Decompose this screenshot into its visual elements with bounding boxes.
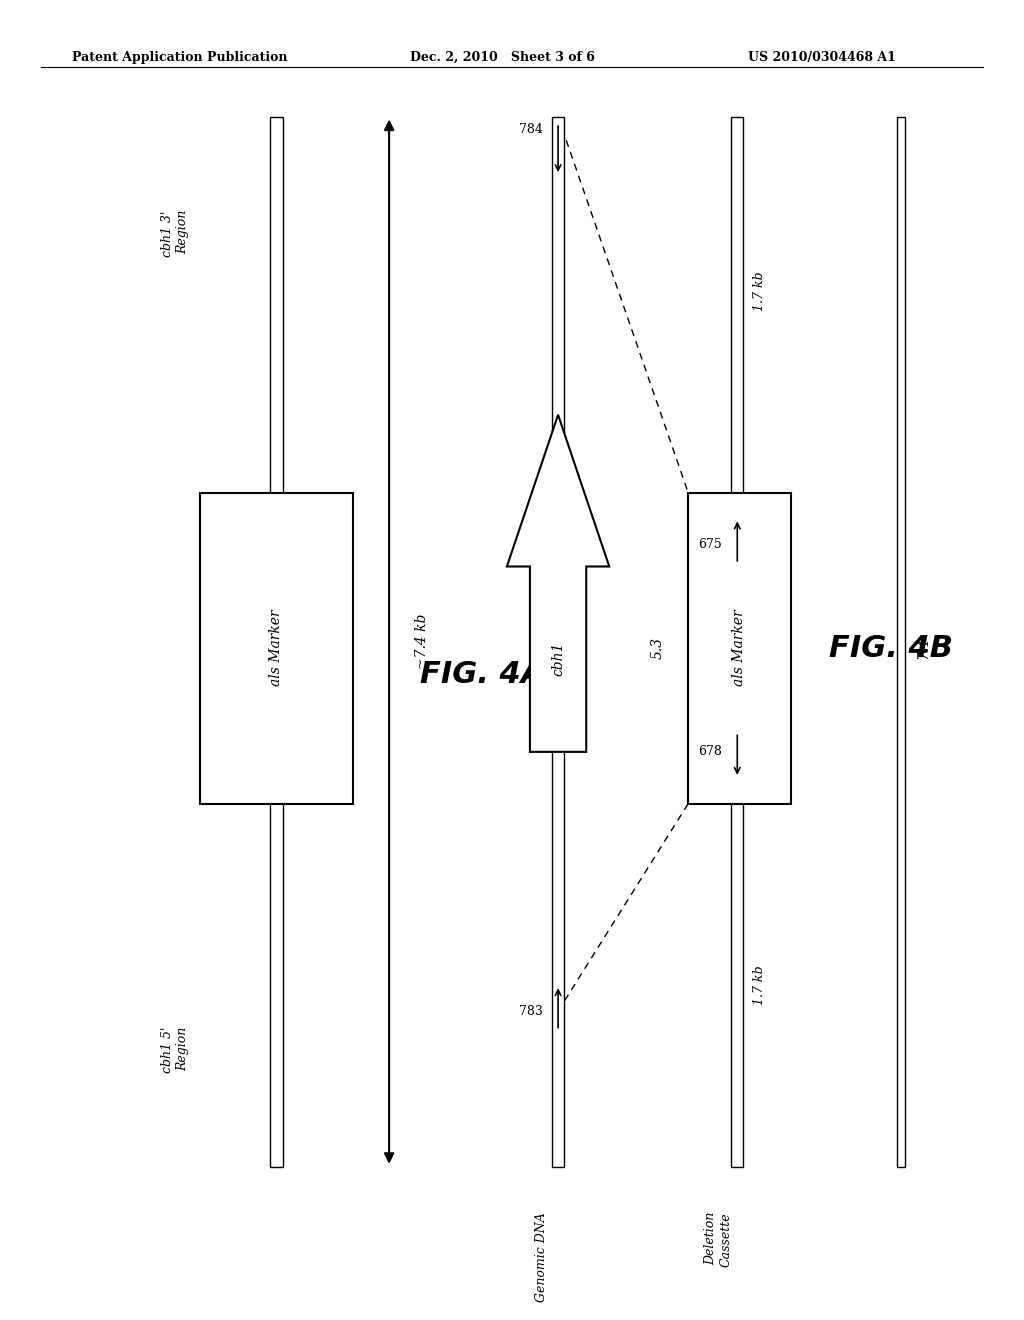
Text: 783: 783 <box>519 1005 543 1018</box>
Text: Dec. 2, 2010   Sheet 3 of 6: Dec. 2, 2010 Sheet 3 of 6 <box>410 50 595 63</box>
Text: Genomic DNA: Genomic DNA <box>535 1212 548 1302</box>
Text: cbh1 5'
Region: cbh1 5' Region <box>162 1027 189 1073</box>
Bar <box>688 492 791 804</box>
Text: 678: 678 <box>698 746 722 759</box>
Text: FIG. 4A: FIG. 4A <box>420 660 544 689</box>
Text: FIG. 4B: FIG. 4B <box>828 634 953 663</box>
Bar <box>897 116 905 1167</box>
Text: Deletion
Cassette: Deletion Cassette <box>705 1212 732 1267</box>
Text: ~7.4 kb: ~7.4 kb <box>415 614 429 669</box>
Bar <box>731 116 743 1167</box>
Text: als Marker: als Marker <box>269 610 284 686</box>
Text: cbh1 3'
Region: cbh1 3' Region <box>162 210 189 256</box>
Text: Patent Application Publication: Patent Application Publication <box>72 50 287 63</box>
Text: cbh1: cbh1 <box>551 642 565 676</box>
Bar <box>270 116 283 1167</box>
Text: 784: 784 <box>519 123 543 136</box>
Text: 7.4: 7.4 <box>916 638 931 659</box>
Text: 5.3: 5.3 <box>651 638 665 659</box>
Text: als Marker: als Marker <box>732 610 746 686</box>
Text: US 2010/0304468 A1: US 2010/0304468 A1 <box>748 50 895 63</box>
Bar <box>552 116 564 1167</box>
Bar <box>200 492 353 804</box>
Text: 675: 675 <box>698 539 722 550</box>
Text: 1.7 kb: 1.7 kb <box>753 965 766 1005</box>
Text: 1.7 kb: 1.7 kb <box>753 272 766 312</box>
Polygon shape <box>507 414 609 752</box>
